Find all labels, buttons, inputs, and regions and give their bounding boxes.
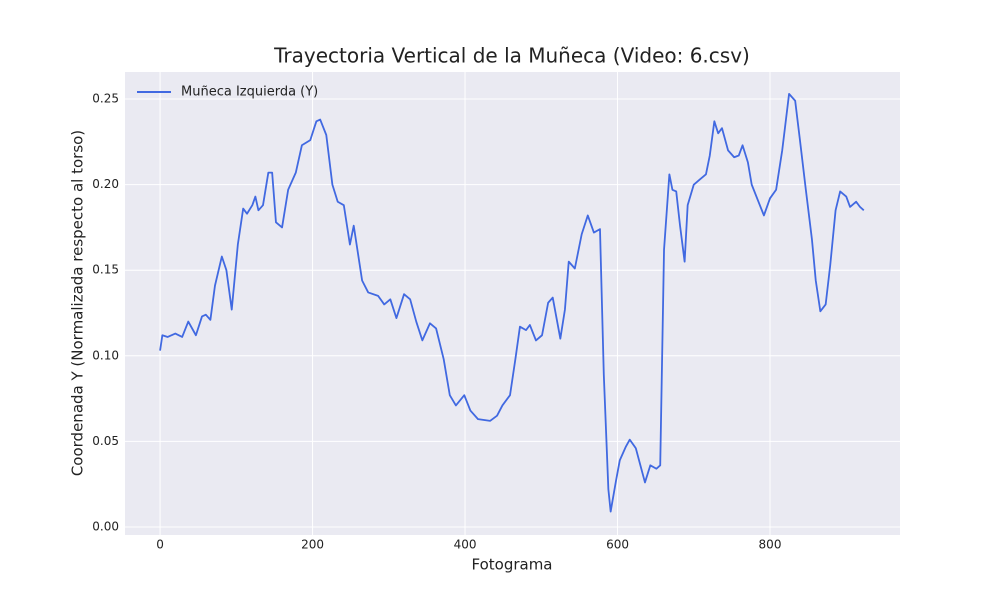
x-tick-label: 200: [301, 538, 324, 552]
x-axis-label: Fotograma: [471, 556, 552, 574]
x-tick-label: 600: [606, 538, 629, 552]
y-tick-label: 0.15: [92, 263, 119, 277]
data-line: [159, 93, 865, 513]
y-tick-label: 0.25: [92, 92, 119, 106]
y-tick-label: 0.05: [92, 434, 119, 448]
y-tick-label: 0.00: [92, 519, 119, 533]
y-tick-label: 0.10: [92, 348, 119, 362]
y-axis-label: Coordenada Y (Normalizada respecto al to…: [69, 130, 87, 476]
x-tick-label: 800: [759, 538, 782, 552]
x-tick-label: 400: [454, 538, 477, 552]
y-tick-label: 0.20: [92, 177, 119, 191]
x-tick-label: 0: [156, 538, 164, 552]
legend-label: Muñeca Izquierda (Y): [181, 85, 318, 100]
chart-title: Trayectoria Vertical de la Muñeca (Video…: [273, 44, 750, 68]
plot-area: [125, 72, 900, 535]
